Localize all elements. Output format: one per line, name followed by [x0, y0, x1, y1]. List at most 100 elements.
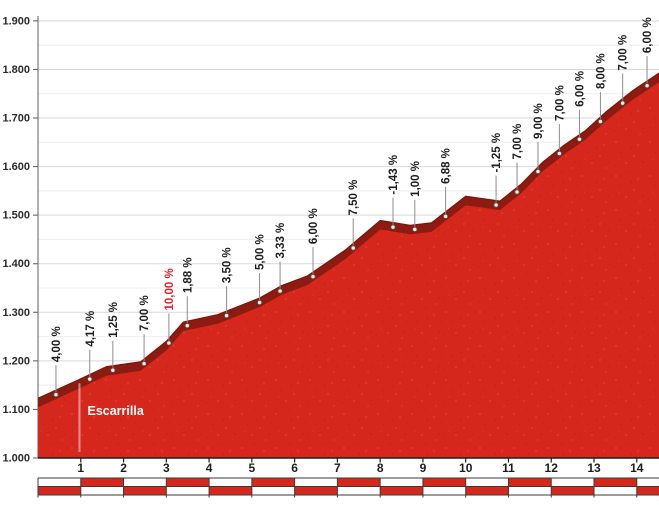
gradient-label: 6,00 %	[574, 71, 586, 107]
gradient-labels: 4,00 % 4,17 % 1,25 % 7,00 % 10,00 % 1,88 % 3,5…	[51, 17, 654, 398]
gradient-marker	[223, 312, 230, 319]
gradient-label: 7,50 %	[348, 180, 360, 216]
km-tick-label: 1	[77, 461, 84, 475]
gradient-label: 9,00 %	[533, 103, 545, 139]
y-axis: 1.000 1.100 1.200 1.300 1.400 1.500 1.600 1.700…	[2, 15, 39, 465]
gradient-label-text: 9,00 %	[533, 103, 545, 139]
gradient-label: 3,33 %	[275, 223, 287, 259]
gradient-marker	[277, 288, 283, 294]
km-bar-top-red-segment	[166, 478, 210, 486]
gradient-marker	[644, 82, 650, 89]
gradient-marker	[597, 118, 604, 125]
gradient-label-text: 7,00 %	[139, 295, 151, 331]
km-bar-top-red-segment	[422, 478, 466, 486]
gradient-label: 7,00 %	[512, 124, 524, 160]
km-tick-label: 4	[206, 461, 213, 475]
gradient-label-text: 7,50 %	[348, 180, 360, 216]
km-tick-label: 9	[420, 461, 427, 475]
gradient-marker	[256, 299, 263, 306]
gradient-label: 6,00 %	[308, 208, 320, 244]
gradient-label-text: 3,33 %	[275, 223, 287, 259]
gradient-label-text: 7,00 %	[554, 85, 566, 121]
gradient-marker	[390, 224, 396, 230]
profile-edge-line	[37, 72, 659, 399]
gradient-label-text: 1,00 %	[410, 161, 422, 197]
km-tick-label: 10	[459, 461, 473, 475]
gradient-marker	[412, 226, 418, 232]
km-tick-label: 7	[334, 461, 341, 475]
km-tick-label: 11	[502, 461, 515, 475]
km-bar-top-red-segment	[594, 478, 637, 486]
y-axis-label: 1.300	[2, 307, 30, 319]
gradient-marker	[620, 100, 626, 106]
km-bar-bottom-red-segment	[123, 487, 167, 495]
gradient-label: 1,25 %	[108, 302, 120, 338]
km-bar-top-red-segment	[337, 478, 381, 486]
km-tick-label: 14	[630, 461, 644, 475]
y-axis-label: 1.600	[2, 161, 30, 173]
km-tick-label: 5	[249, 461, 256, 475]
gradient-label-text: 7,00 %	[512, 124, 524, 160]
km-bar-bottom-red-segment	[294, 487, 338, 495]
gradient-marker	[184, 323, 190, 329]
gradient-marker	[166, 340, 172, 346]
gradient-label: 10,00 %	[164, 268, 176, 310]
gradient-label-text: 3,50 %	[222, 247, 234, 283]
gradient-label: -1,43 %	[388, 155, 400, 195]
gradient-label-text: 6,00 %	[308, 208, 320, 244]
gradient-label: 4,17 %	[85, 311, 97, 347]
gradient-marker	[556, 150, 563, 157]
gradient-label: 6,00 %	[642, 17, 654, 53]
gradient-marker	[141, 360, 147, 367]
km-bar-bottom-red-segment	[38, 487, 81, 495]
gradient-label: 5,00 %	[255, 234, 267, 270]
gradient-label: 7,00 %	[554, 85, 566, 121]
gradient-label-text: 4,00 %	[51, 326, 63, 362]
y-axis-label: 1.000	[2, 453, 30, 465]
km-bar-top-red-segment	[80, 478, 124, 486]
gradient-label-text: -1,43 %	[388, 155, 400, 195]
gradient-marker	[310, 273, 316, 280]
y-axis-label: 1.700	[2, 113, 30, 125]
gradient-marker	[110, 367, 116, 373]
gradient-label: 7,00 %	[139, 295, 151, 331]
gradient-marker	[53, 391, 59, 398]
y-axis-label: 1.100	[2, 404, 30, 416]
km-stripe-bar	[37, 477, 659, 498]
km-bar-top-red-segment	[508, 478, 552, 486]
x-axis: 1 2 3 4 5 6 7 8 9 10 11 12 13 14	[38, 457, 659, 475]
km-tick-label: 2	[120, 461, 127, 475]
profile-edge-band	[38, 73, 659, 408]
gradient-marker	[350, 245, 356, 251]
gradient-label: 1,88 %	[182, 257, 194, 293]
gradient-label-text: 6,00 %	[574, 71, 586, 107]
gradient-label-text: 10,00 %	[164, 268, 176, 310]
gradient-label: 6,88 %	[441, 148, 453, 184]
gradient-label-text: -1,25 %	[491, 133, 503, 173]
start-town: Escarrilla	[78, 383, 145, 452]
gradient-label-text: 8,00 %	[595, 53, 607, 89]
town-label: Escarrilla	[87, 404, 144, 418]
y-axis-label: 1.200	[2, 355, 30, 367]
y-axis-label: 1.800	[2, 64, 30, 76]
gradient-marker	[576, 136, 583, 142]
km-tick-label: 13	[587, 461, 601, 475]
gradient-label-text: 7,00 %	[618, 35, 630, 71]
gradient-marker	[442, 213, 449, 220]
gradient-label-text: 6,00 %	[642, 17, 654, 53]
km-bar-bottom-red-segment	[551, 487, 595, 495]
gradient-label: 3,50 %	[222, 247, 234, 283]
km-tick-label: 3	[163, 461, 170, 475]
gradient-label-text: 4,17 %	[85, 311, 97, 347]
gradient-marker	[514, 189, 520, 195]
y-axis-label: 1.400	[2, 258, 30, 270]
y-axis-label: 1.900	[2, 15, 30, 27]
km-bar-bottom-red-segment	[209, 487, 252, 495]
profile-area	[37, 72, 659, 458]
gradient-label: -1,25 %	[491, 133, 503, 173]
km-bar-bottom-red-segment	[636, 487, 659, 495]
profile-area-texture	[38, 73, 659, 458]
gradient-label-text: 6,88 %	[441, 148, 453, 184]
gradient-label: 7,00 %	[618, 35, 630, 71]
